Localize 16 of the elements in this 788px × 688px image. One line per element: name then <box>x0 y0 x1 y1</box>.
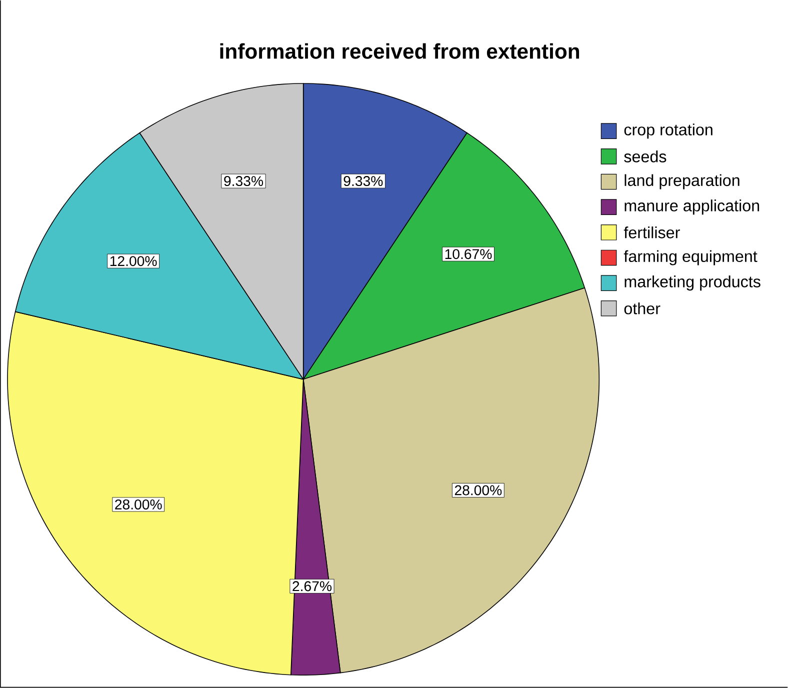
legend-label: seeds <box>624 150 666 162</box>
legend-label: manure application <box>624 200 760 215</box>
legend-label: fertiliser <box>624 226 680 238</box>
legend-label: marketing products <box>624 276 760 291</box>
data-label: 28.00% <box>454 485 502 496</box>
legend-label: other <box>624 302 660 314</box>
legend-label: land preparation <box>624 174 740 190</box>
data-label: 12.00% <box>110 256 157 266</box>
legend-label: crop rotation <box>624 124 712 139</box>
legend-label: farming equipment <box>624 250 758 266</box>
chart-title: information received from extention <box>220 43 580 59</box>
data-label: 9.33% <box>344 176 383 186</box>
data-label: 9.33% <box>224 176 264 186</box>
data-label: 10.67% <box>445 249 492 260</box>
data-label: 2.67% <box>292 581 332 592</box>
data-label: 28.00% <box>115 500 162 510</box>
